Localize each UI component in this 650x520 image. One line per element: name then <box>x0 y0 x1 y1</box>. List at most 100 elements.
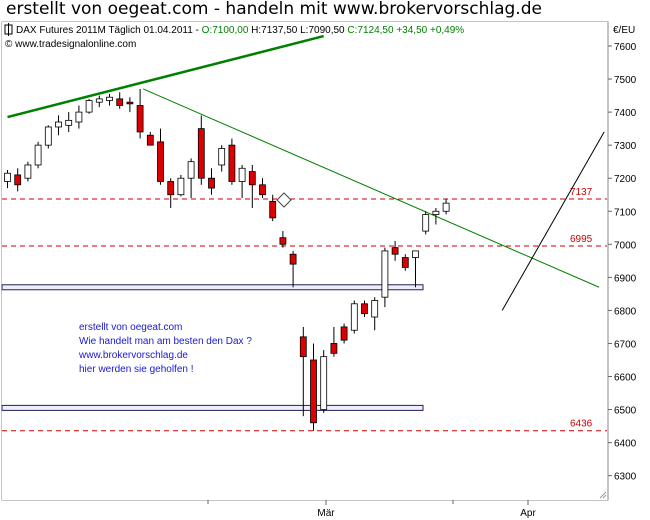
candle-body-down <box>340 326 348 341</box>
candle-body-down <box>248 171 256 186</box>
candle <box>310 343 317 431</box>
candle-body-up <box>65 119 73 126</box>
candle-body-up <box>24 164 32 179</box>
level-label: 7137 <box>570 187 593 198</box>
diamond-marker <box>276 192 292 208</box>
candle <box>218 145 226 172</box>
level-label: 6995 <box>570 234 593 245</box>
y-tick-label: 6600 <box>614 373 637 384</box>
candle-body-down <box>208 177 215 189</box>
trendline <box>142 88 600 288</box>
y-tick-label: 6300 <box>614 472 637 483</box>
candle-body-up <box>95 98 103 103</box>
y-tick-label: 7500 <box>614 75 637 86</box>
candle-body-up <box>381 250 389 298</box>
annotation-line-3: www.brokervorschlag.de <box>78 350 188 361</box>
candle-body-down <box>116 98 124 106</box>
candle <box>350 300 358 334</box>
candle-body-up <box>55 121 62 128</box>
candle-body-down <box>330 343 338 354</box>
resize-grip-icon[interactable] <box>599 491 607 499</box>
candle-body-up <box>34 144 42 166</box>
annotation-block: erstellt von oegeat.com Wie handelt man … <box>78 322 252 375</box>
candle <box>4 169 11 189</box>
candle <box>340 323 348 344</box>
candle <box>34 141 42 169</box>
y-tick-label: 7100 <box>614 207 637 218</box>
x-axis-ticks: Mär Apr <box>207 500 536 519</box>
candle <box>177 174 185 197</box>
candle <box>442 198 450 215</box>
candle-body-up <box>106 96 113 101</box>
candle-body-up <box>442 202 450 212</box>
candle <box>208 168 215 195</box>
candle-body-up <box>187 161 195 179</box>
candle-body-up <box>320 356 328 410</box>
y-tick-label: 6800 <box>614 306 637 317</box>
candle <box>157 128 164 185</box>
candle-body-down <box>299 336 307 358</box>
candle <box>85 98 93 114</box>
y-tick-label: 7300 <box>614 141 637 152</box>
candle <box>299 326 307 417</box>
candle-body-up <box>412 250 419 258</box>
candle <box>126 97 134 113</box>
annotation-line-4: hier werden sie geholfen ! <box>79 364 194 375</box>
currency-label: €/EU <box>613 25 635 36</box>
candle <box>238 164 246 199</box>
candle-body-up <box>432 210 440 215</box>
support-band <box>1 404 424 411</box>
annotation-line-1: erstellt von oegeat.com <box>79 322 182 333</box>
candle <box>361 300 368 318</box>
candle <box>197 115 205 185</box>
candle <box>248 164 256 208</box>
candle <box>136 88 144 139</box>
y-tick-label: 6500 <box>614 406 637 417</box>
y-tick-label: 6700 <box>614 339 637 350</box>
candle <box>320 350 328 413</box>
candle-body-down <box>391 247 399 255</box>
candle <box>330 326 338 357</box>
candle <box>24 161 32 182</box>
x-tick-label: Apr <box>520 508 536 519</box>
y-tick-label: 7000 <box>614 240 637 251</box>
candle <box>259 178 266 199</box>
support-band <box>1 284 424 291</box>
trendline <box>501 131 605 311</box>
support-bands <box>1 284 424 411</box>
candle <box>95 95 103 108</box>
candle-body-down <box>197 128 205 179</box>
candle-body-down <box>289 253 297 265</box>
candle <box>228 138 236 185</box>
candle-body-down <box>228 144 236 182</box>
candle-body-down <box>126 101 134 105</box>
candle <box>187 158 195 199</box>
candle-body-down <box>157 141 164 182</box>
candle-body-down <box>259 184 266 196</box>
candle <box>106 93 113 106</box>
candle <box>371 297 379 331</box>
candle <box>167 178 175 208</box>
x-tick-label: Mär <box>317 508 335 519</box>
y-tick-label: 6900 <box>614 273 637 284</box>
candle-body-down <box>279 237 287 245</box>
candles <box>4 88 450 431</box>
candle <box>116 92 124 109</box>
y-tick-label: 7600 <box>614 42 637 53</box>
candle-body-up <box>238 167 246 182</box>
candle <box>412 250 419 288</box>
info-line: DAX Futures 2011M Täglich 01.04.2011 - O… <box>4 23 464 50</box>
price-levels: 7137 6995 6436 <box>2 187 607 432</box>
candle <box>381 247 389 308</box>
candle <box>44 125 52 149</box>
y-axis-ticks: 6300 6400 6500 6600 6700 6800 6900 7000 7100 7200… <box>608 42 637 483</box>
candle <box>422 211 430 235</box>
trendlines <box>7 34 605 311</box>
level-label: 6436 <box>570 419 593 430</box>
candle <box>269 194 277 222</box>
candle-body-down <box>269 200 277 219</box>
y-tick-label: 6400 <box>614 439 637 450</box>
candle <box>391 240 399 261</box>
candle <box>432 207 440 225</box>
candle-body-up <box>422 214 430 232</box>
